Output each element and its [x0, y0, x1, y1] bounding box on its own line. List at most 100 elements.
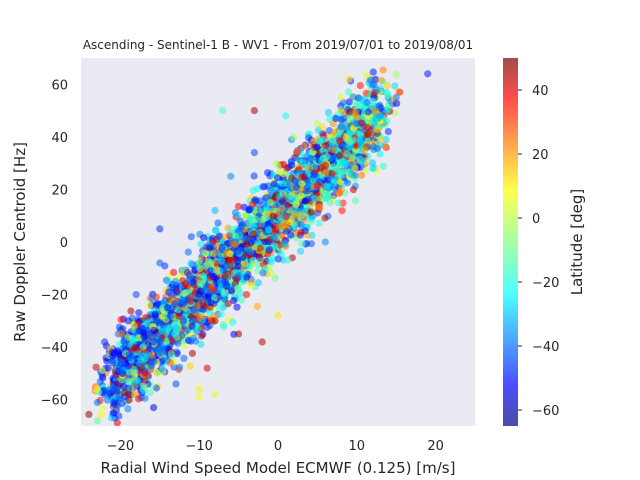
data-point — [135, 309, 143, 317]
data-point — [115, 412, 123, 420]
data-point — [256, 206, 264, 214]
data-point — [274, 162, 282, 170]
data-point — [149, 338, 158, 346]
data-point — [248, 200, 256, 208]
data-point — [248, 236, 256, 245]
data-point — [212, 226, 220, 234]
data-point — [141, 394, 149, 402]
y-tick-label: −60 — [41, 394, 68, 409]
data-point — [237, 247, 245, 255]
data-point — [139, 386, 147, 394]
y-tick-label: 40 — [51, 131, 68, 146]
data-point — [349, 186, 357, 194]
data-point — [197, 240, 205, 248]
data-point — [344, 88, 353, 96]
data-point — [109, 409, 118, 417]
data-point — [234, 202, 242, 210]
data-point — [163, 324, 171, 332]
data-point — [125, 368, 133, 376]
colorbar-tick-label: 20 — [532, 148, 549, 163]
data-point — [211, 206, 219, 215]
data-point — [104, 364, 112, 372]
data-point — [93, 385, 101, 393]
data-point — [167, 291, 175, 299]
data-point — [335, 199, 343, 207]
data-point — [201, 262, 209, 270]
data-point — [364, 131, 372, 139]
data-point — [274, 312, 282, 320]
data-point — [156, 349, 164, 357]
data-point — [313, 120, 321, 128]
data-point — [93, 417, 102, 425]
data-point — [307, 154, 315, 163]
data-point — [150, 404, 158, 412]
x-tick-label: −20 — [107, 439, 134, 454]
data-point — [298, 239, 306, 247]
data-point — [223, 262, 231, 270]
data-point — [368, 102, 376, 110]
data-point — [383, 82, 391, 90]
data-point — [197, 287, 205, 295]
data-point — [326, 199, 334, 207]
data-point — [189, 279, 197, 287]
data-point — [299, 158, 307, 166]
data-point — [318, 156, 326, 164]
data-point — [187, 233, 195, 241]
data-point — [120, 337, 128, 345]
colorbar-tick-label: 40 — [532, 84, 549, 99]
data-point — [187, 259, 195, 267]
data-point — [135, 395, 143, 403]
data-point — [424, 70, 432, 78]
chart-title: Ascending - Sentinel-1 B - WV1 - From 20… — [83, 38, 473, 52]
data-point — [151, 310, 159, 318]
data-point — [382, 107, 390, 115]
data-point — [221, 278, 229, 286]
data-point — [369, 142, 377, 151]
data-point — [171, 329, 179, 338]
data-point — [254, 279, 262, 287]
data-point — [329, 163, 338, 171]
data-point — [278, 198, 287, 206]
data-point — [115, 323, 123, 331]
data-point — [275, 223, 283, 231]
data-point — [281, 240, 289, 248]
data-point — [245, 206, 253, 214]
data-point — [180, 289, 188, 297]
data-point — [242, 240, 251, 248]
data-point — [148, 361, 156, 370]
data-point — [217, 310, 225, 318]
data-point — [184, 248, 192, 256]
data-point — [277, 214, 285, 222]
data-point — [379, 162, 387, 170]
data-point — [195, 393, 203, 401]
data-point — [300, 173, 308, 181]
data-point — [373, 86, 381, 94]
data-point — [356, 82, 364, 90]
data-point — [190, 306, 198, 314]
data-point — [303, 203, 311, 211]
data-point — [220, 290, 228, 298]
data-point — [198, 332, 206, 340]
data-point — [211, 390, 219, 399]
data-point — [348, 171, 356, 179]
data-point — [158, 327, 166, 335]
data-point — [124, 405, 132, 413]
data-point — [156, 225, 164, 233]
data-point — [218, 257, 226, 265]
data-point — [127, 307, 135, 315]
data-point — [282, 112, 290, 120]
data-point — [203, 364, 211, 372]
data-point — [396, 88, 404, 96]
data-point — [124, 377, 132, 385]
data-point — [232, 232, 240, 240]
data-point — [310, 137, 318, 145]
data-point — [125, 390, 133, 398]
data-point — [262, 204, 270, 212]
x-tick-label: −10 — [185, 439, 212, 454]
data-point — [287, 231, 295, 239]
data-point — [385, 100, 393, 108]
data-point — [172, 380, 180, 388]
data-point — [247, 282, 255, 290]
data-point — [369, 68, 377, 76]
data-point — [392, 93, 400, 101]
